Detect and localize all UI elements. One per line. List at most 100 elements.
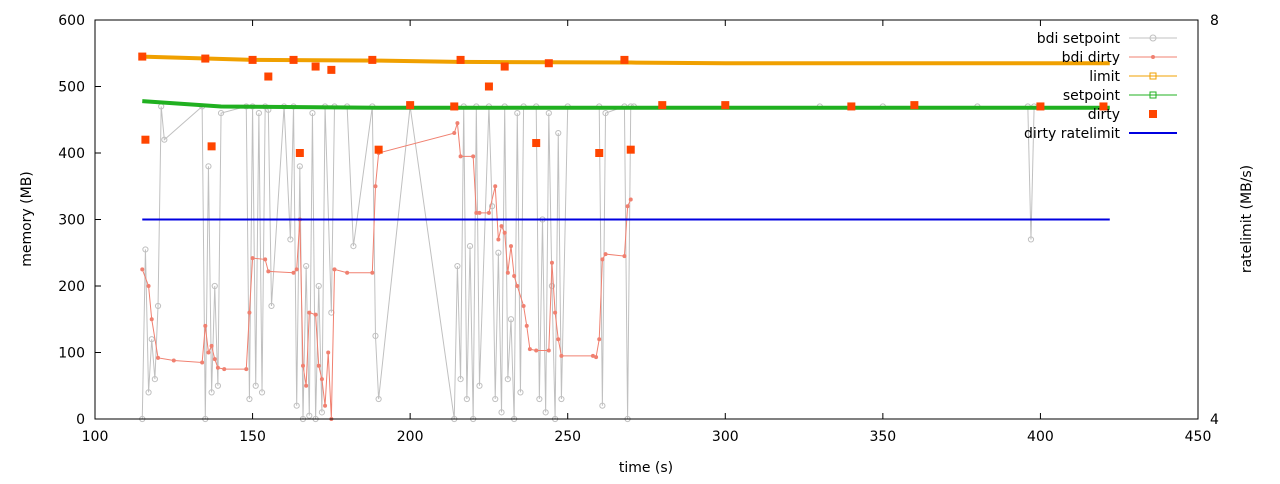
bdi-setpoint-point	[466, 243, 474, 250]
dirty-point	[327, 65, 336, 74]
legend-swatch-marker	[1149, 110, 1157, 118]
bdi-setpoint-point	[258, 389, 266, 396]
series-bdi-setpoint	[139, 103, 1107, 423]
dirty-point	[626, 145, 635, 154]
bdi-dirty-point	[212, 357, 217, 362]
legend-label: bdi dirty	[1062, 50, 1120, 66]
bdi-dirty-point	[474, 210, 479, 215]
dirty-point	[620, 55, 629, 64]
bdi-dirty-point	[505, 270, 510, 275]
dirty-point	[532, 139, 541, 148]
x-tick-label: 100	[82, 429, 109, 445]
bdi-setpoint-point	[498, 409, 505, 416]
legend-item-limit: limit	[1089, 69, 1177, 85]
legend-swatch-marker	[1149, 34, 1157, 42]
bdi-dirty-point	[316, 363, 321, 368]
bdi-dirty-point	[307, 310, 312, 315]
y-tick-label: 100	[58, 346, 85, 362]
y2-tick-label: 8	[1210, 13, 1219, 29]
bdi-setpoint-point	[309, 110, 316, 117]
legend-swatch-marker	[1151, 55, 1155, 59]
dirty-point	[456, 55, 465, 64]
bdi-dirty-point	[559, 353, 564, 358]
bdi-dirty-point	[455, 121, 460, 126]
bdi-dirty-point	[203, 323, 208, 328]
bdi-setpoint-point	[217, 110, 225, 117]
bdi-setpoint-point	[142, 246, 149, 253]
bdi-dirty-point	[515, 284, 520, 288]
bdi-setpoint-point	[372, 332, 379, 339]
bdi-dirty-point	[546, 348, 551, 353]
legend-label: limit	[1089, 69, 1120, 85]
bdi-setpoint-point	[555, 129, 562, 137]
dirty-point	[289, 55, 298, 64]
series-setpoint	[142, 99, 1110, 110]
legend-item-bdi-setpoint: bdi setpoint	[1037, 31, 1177, 47]
bdi-dirty-point	[471, 154, 476, 159]
legend-item-dirty-ratelimit: dirty ratelimit	[1024, 126, 1177, 142]
bdi-setpoint-point	[350, 243, 357, 250]
bdi-dirty-point	[215, 365, 220, 370]
bdi-dirty-point	[594, 355, 599, 360]
dirty-point	[721, 101, 730, 110]
bdi-dirty-point	[493, 184, 498, 189]
bdi-dirty-point	[556, 337, 561, 342]
bdi-dirty-point	[496, 237, 501, 242]
bdi-setpoint-point	[145, 389, 152, 396]
bdi-setpoint-point	[205, 163, 212, 170]
bdi-dirty-point	[149, 317, 154, 322]
bdi-setpoint-point	[303, 262, 310, 270]
dirty-point	[658, 101, 667, 110]
y-tick-label: 200	[58, 279, 85, 295]
bdi-setpoint-point	[488, 203, 496, 210]
bdi-dirty-point	[486, 210, 491, 215]
dirty-point	[201, 54, 210, 63]
legend-item-dirty: dirty	[1088, 107, 1157, 123]
dirty-point	[248, 55, 257, 64]
legend-label: bdi setpoint	[1037, 31, 1121, 47]
dirty-point	[406, 101, 415, 110]
bdi-dirty-point	[326, 350, 331, 355]
bdi-setpoint-point	[542, 409, 549, 416]
legend-swatch-marker	[1149, 72, 1157, 80]
dirty-point	[295, 149, 304, 157]
x-tick-label: 450	[1185, 429, 1212, 445]
bdi-dirty-point	[156, 355, 161, 360]
bdi-dirty-point	[625, 204, 630, 209]
bdi-setpoint-line	[141, 105, 1104, 420]
y-tick-label: 0	[76, 412, 85, 428]
bdi-dirty-point	[300, 363, 305, 368]
dirty-point	[500, 62, 509, 71]
x-tick-label: 250	[554, 429, 581, 445]
bdi-dirty-point	[304, 383, 309, 388]
bdi-setpoint-point	[318, 409, 326, 416]
dirty-point	[1099, 102, 1108, 111]
bdi-setpoint-point	[306, 412, 313, 419]
bdi-dirty-point	[512, 274, 517, 279]
legend-swatch-marker	[1149, 91, 1157, 99]
bdi-setpoint-point	[504, 376, 511, 383]
series-layer	[138, 52, 1110, 423]
bdi-dirty-point	[345, 270, 350, 275]
y-tick-label: 600	[58, 13, 85, 29]
bdi-setpoint-point	[287, 236, 294, 243]
bdi-dirty-point	[508, 244, 513, 249]
bdi-dirty-point	[171, 358, 176, 363]
x-tick-label: 350	[869, 429, 896, 445]
bdi-dirty-point	[146, 284, 151, 288]
bdi-setpoint-point	[457, 376, 464, 383]
bdi-setpoint-point	[599, 402, 606, 409]
bdi-setpoint-point	[463, 395, 470, 403]
limit-line	[142, 54, 1110, 66]
bdi-setpoint-point	[375, 395, 382, 403]
y-axis-label: memory (MB)	[19, 171, 35, 267]
y2-axis: 48	[1192, 13, 1219, 428]
bdi-dirty-point	[622, 254, 627, 259]
bdi-dirty-point	[549, 260, 554, 265]
dirty-point	[910, 101, 919, 110]
bdi-dirty-point	[553, 310, 558, 315]
bdi-setpoint-point	[495, 249, 502, 256]
dirty-point	[141, 135, 150, 144]
legend-label: dirty ratelimit	[1024, 126, 1121, 142]
